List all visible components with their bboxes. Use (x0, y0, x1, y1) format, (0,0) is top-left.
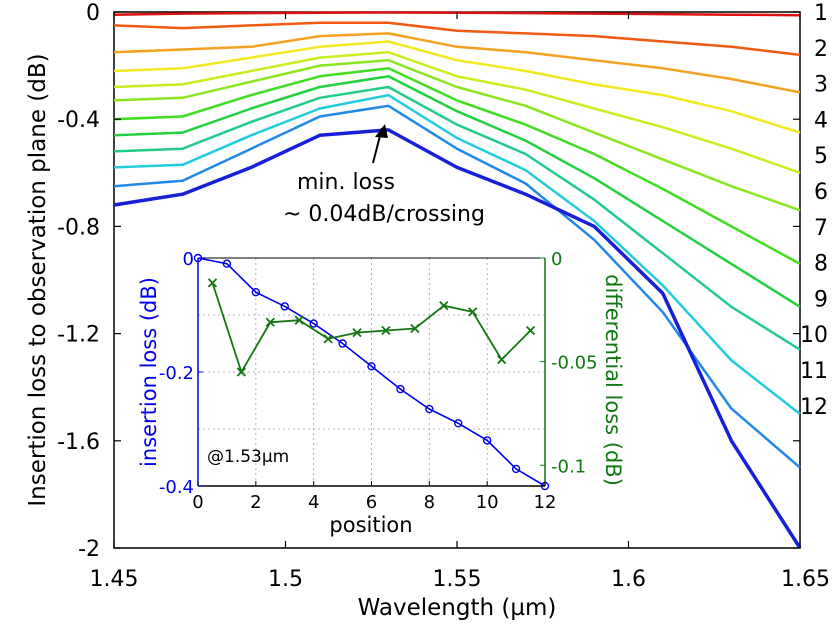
inset-x-axis-label: position (329, 513, 412, 537)
series-line-3 (113, 32, 801, 94)
inset-left-tick-label: -0.2 (159, 363, 194, 384)
annotation-line-1: min. loss (297, 170, 395, 195)
series-label-10: 10 (800, 323, 828, 348)
series-label-1: 1 (814, 1, 828, 26)
series-line-12 (113, 128, 802, 549)
series-line-8 (113, 75, 801, 308)
inset-left-tick-label: -0.4 (159, 477, 194, 498)
inset-insertion-loss-marker (251, 288, 261, 297)
inset-insertion-loss-marker (425, 404, 434, 414)
y-tick-label: 0 (86, 1, 100, 26)
inset-insertion-loss-marker (338, 339, 347, 348)
main-axes-group: 1.45 1.5 1.55 1.6 1.650-0.4-0.8-1.2-1.6-2 (57, 1, 830, 592)
inset-differential-loss-marker (323, 334, 333, 344)
inset-x-tick-label: 10 (476, 492, 499, 513)
series-line-7 (113, 67, 801, 265)
inset-insertion-loss-marker (367, 362, 376, 371)
inset-insertion-loss-line (197, 257, 546, 487)
y-tick-label: -0.4 (57, 108, 100, 133)
inset-x-tick-label: 4 (308, 492, 319, 513)
inset-differential-loss-marker (410, 323, 420, 334)
inset-differential-loss-marker (265, 317, 275, 327)
annotation-arrow-head (375, 124, 388, 138)
inset-x-tick-label: 0 (192, 492, 203, 513)
y-tick-label: -2 (78, 537, 100, 562)
min-loss-annotation: min. loss ~ 0.04dB/crossing (283, 124, 485, 227)
inset-differential-loss-marker (236, 367, 247, 377)
inset-insertion-loss-marker (511, 464, 521, 474)
series-line-4 (113, 40, 801, 134)
series-line-5 (113, 50, 801, 174)
inset-insertion-loss-marker (454, 419, 463, 428)
inset-insertion-loss-marker (482, 436, 492, 445)
x-tick-label: 1.65 (781, 567, 830, 592)
series-label-11: 11 (800, 359, 828, 384)
inset-left-tick-label: 0 (183, 249, 194, 270)
series-label-2: 2 (814, 37, 828, 62)
inset-wavelength-note: @1.53µm (207, 447, 289, 467)
x-axis-label: Wavelength (µm) (358, 595, 557, 621)
y-tick-label: -1.6 (57, 430, 100, 455)
series-label-4: 4 (814, 108, 828, 133)
inset-x-tick-label: 8 (424, 492, 435, 513)
inset-axes-group: 0 2 4 6 8 10 120-0.2-0.40-0.05-0.1 (159, 249, 598, 513)
inset-left-axis-label: insertion loss (dB) (137, 277, 161, 467)
inset-right-tick-label: -0.1 (551, 456, 586, 477)
inset-differential-loss-marker (294, 315, 304, 325)
series-label-9: 9 (814, 287, 828, 312)
series-line-9 (113, 85, 801, 351)
inset-x-tick-label: 12 (534, 492, 557, 513)
y-tick-label: -1.2 (57, 323, 100, 348)
inset-series-group (193, 253, 550, 491)
inset-right-axis-label: differential loss (dB) (601, 274, 625, 486)
series-label-5: 5 (814, 144, 828, 169)
series-label-8: 8 (814, 252, 828, 277)
series-label-7: 7 (814, 216, 828, 241)
y-tick-label: -0.8 (57, 215, 100, 240)
inset-right-tick-label: -0.05 (551, 353, 598, 374)
inset-chart: 0 2 4 6 8 10 120-0.2-0.40-0.05-0.1 @1.53µm pos… (137, 249, 625, 537)
annotation-line-2: ~ 0.04dB/crossing (283, 202, 485, 227)
inset-differential-loss-marker (352, 327, 362, 338)
series-label-3: 3 (814, 73, 828, 98)
inset-differential-loss-marker (468, 307, 478, 317)
inset-right-tick-label: 0 (551, 249, 562, 270)
main-series-group (113, 11, 802, 549)
inset-differential-loss-marker (496, 354, 507, 365)
series-label-12: 12 (800, 395, 828, 420)
inset-differential-loss-marker (381, 325, 391, 336)
inset-insertion-loss-marker (222, 259, 232, 268)
inset-insertion-loss-marker (309, 319, 318, 328)
inset-insertion-loss-marker (396, 384, 405, 394)
inset-differential-loss-line (211, 282, 532, 375)
inset-differential-loss-marker (207, 278, 218, 288)
series-line-6 (113, 58, 801, 212)
inset-differential-loss-marker (439, 301, 449, 311)
series-label-6: 6 (814, 180, 828, 205)
inset-differential-loss-marker (525, 325, 536, 336)
x-tick-label: 1.55 (433, 567, 482, 592)
inset-x-tick-label: 6 (366, 492, 377, 513)
x-tick-label: 1.45 (90, 567, 139, 592)
inset-x-tick-label: 2 (250, 492, 261, 513)
x-tick-label: 1.6 (611, 567, 646, 592)
y-axis-label: Insertion loss to observation plane (dB) (25, 53, 51, 506)
series-line-10 (113, 93, 801, 415)
x-tick-label: 1.5 (268, 567, 303, 592)
inset-insertion-loss-marker (280, 302, 289, 311)
series-line-2 (113, 21, 801, 57)
